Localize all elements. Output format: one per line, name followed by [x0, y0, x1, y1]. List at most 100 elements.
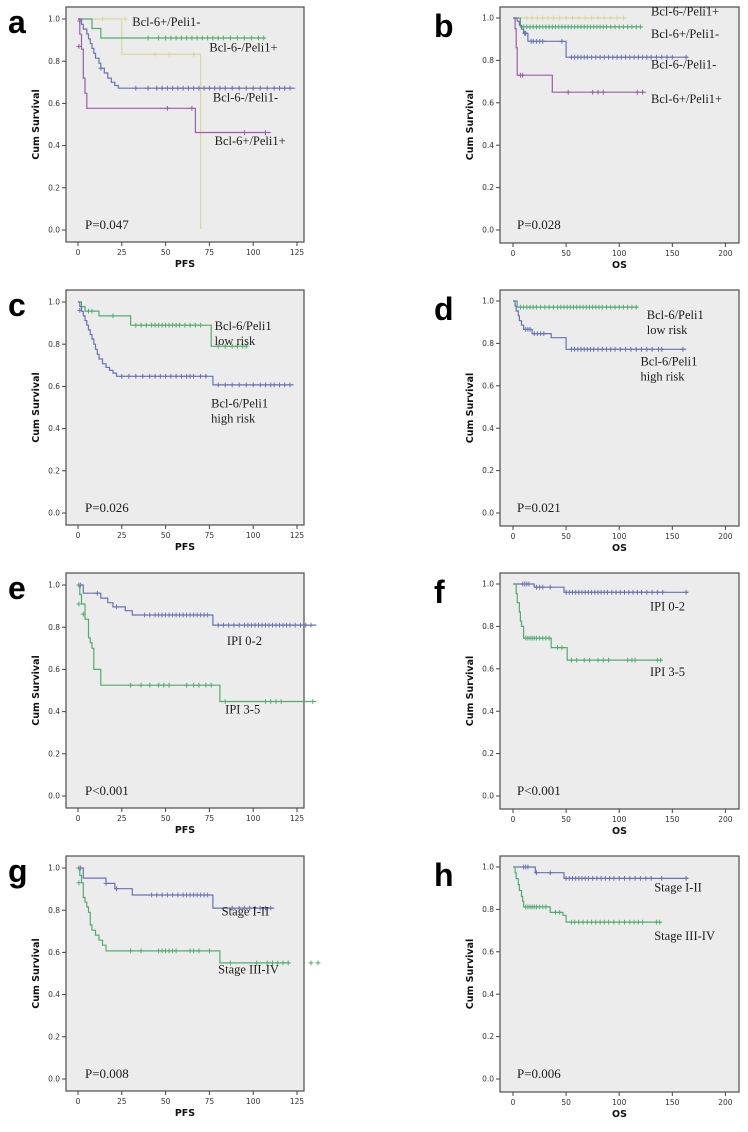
censor-marks-tan [100, 16, 196, 57]
y-tick-label: 0.6 [482, 664, 494, 673]
censor-marks-blue [521, 864, 689, 881]
x-tick-label: 200 [718, 532, 733, 541]
censor-marks-green [86, 308, 249, 349]
x-tick-label: 50 [161, 531, 171, 540]
panel-letter-h: h [434, 857, 454, 893]
survival-curve-purple [513, 17, 646, 93]
x-tick-label: 25 [117, 814, 127, 823]
x-axis-label: PFS [175, 259, 195, 270]
series-label-line: Stage III-IV [654, 929, 715, 943]
km-chart-a: 0 25 50 75 100 125 0.0 0.2 0.4 0.6 0.8 1.0 PFS Cum Su… [31, 6, 305, 270]
survival-curve-green [78, 867, 290, 964]
survival-curve-green [78, 584, 317, 703]
y-tick-label: 0.2 [48, 1032, 60, 1041]
y-tick-label: 0.4 [48, 990, 60, 999]
series-label: Bcl-6+/Peli1+ [651, 92, 722, 106]
y-tick-label: 0.6 [48, 382, 60, 391]
x-tick-label: 50 [561, 532, 571, 541]
y-tick-label: 0.0 [482, 509, 494, 518]
x-tick-label: 100 [612, 249, 627, 258]
survival-curve-green [78, 301, 248, 347]
series-label: IPI 3-5 [650, 665, 685, 679]
km-chart-e: 0 25 50 75 100 125 0.0 0.2 0.4 0.6 0.8 1.0 PFS Cum Su… [31, 572, 317, 836]
y-tick-label: 0.4 [482, 424, 494, 433]
x-tick-label: 100 [612, 532, 627, 541]
y-axis-label: Cum Survival [31, 89, 42, 160]
x-axis-label: OS [612, 826, 627, 837]
y-tick-label: 0.4 [482, 141, 494, 150]
x-tick-label: 100 [612, 1098, 627, 1107]
y-tick-label: 1.0 [482, 297, 494, 306]
y-tick-label: 0.4 [48, 141, 60, 150]
plot-area [499, 855, 740, 1093]
y-axis-label: Cum Survival [465, 373, 476, 444]
series-label-line: Bcl-6/Peli1 [211, 397, 268, 411]
x-tick-label: 50 [161, 1097, 171, 1106]
plot-area [499, 572, 740, 810]
x-tick-label: 200 [718, 249, 733, 258]
series-label: Bcl-6-/Peli1+ [209, 41, 277, 55]
series-label-line: Bcl-6+/Peli1- [132, 15, 200, 29]
series-label-line: Bcl-6-/Peli1- [651, 57, 716, 71]
series-label-line: Bcl-6/Peli1 [640, 355, 697, 369]
censor-marks-blue [77, 308, 293, 388]
x-axis-label: PFS [175, 542, 195, 553]
p-value-label: P<0.001 [85, 783, 129, 798]
p-value-label: P<0.001 [517, 783, 561, 798]
censor-marks-purple [518, 72, 645, 95]
series-label: Stage III-IV [218, 963, 279, 977]
x-tick-label: 0 [511, 1098, 516, 1107]
p-value-label: P=0.028 [517, 217, 561, 232]
series-label: Bcl-6/Peli1 high risk [640, 355, 697, 384]
y-tick-label: 0.6 [482, 98, 494, 107]
series-label: Stage III-IV [654, 929, 715, 943]
y-tick-label: 0.4 [482, 707, 494, 716]
x-tick-label: 75 [205, 248, 215, 257]
x-axis-label: PFS [175, 1108, 195, 1119]
survival-curve-green [513, 866, 662, 923]
series-label: Stage I-II [654, 880, 702, 894]
y-tick-label: 0.8 [482, 339, 494, 348]
y-tick-label: 0.0 [48, 1075, 60, 1084]
survival-curve-tan [78, 18, 202, 229]
series-label: IPI 3-5 [225, 703, 260, 717]
series-label-line: Stage III-IV [218, 963, 279, 977]
x-tick-label: 75 [205, 531, 215, 540]
y-tick-label: 0.6 [48, 948, 60, 957]
series-label: Bcl-6/Peli1 low risk [647, 308, 704, 337]
panel-d: d 0 50 100 150 200 0.0 0.2 0.4 0.6 0.8 1.0 OS Cum Su… [374, 283, 748, 566]
y-axis-label: Cum Survival [465, 656, 476, 727]
km-chart-c: 0 25 50 75 100 125 0.0 0.2 0.4 0.6 0.8 1.0 PFS Cum Su… [31, 289, 305, 553]
y-tick-label: 0.8 [482, 56, 494, 65]
censor-marks-green [76, 880, 321, 966]
km-chart-b: 0 50 100 150 200 0.0 0.2 0.4 0.6 0.8 1.0 OS Cum Surv… [465, 4, 740, 271]
y-tick-label: 0.8 [48, 906, 60, 915]
series-label: Bcl-6/Peli1 high risk [211, 397, 268, 426]
x-tick-label: 125 [290, 814, 305, 823]
x-tick-label: 150 [665, 815, 680, 824]
x-tick-label: 200 [718, 815, 733, 824]
y-tick-label: 0.2 [48, 466, 60, 475]
y-axis-label: Cum Survival [31, 655, 42, 726]
y-tick-label: 0.2 [482, 749, 494, 758]
x-tick-label: 100 [246, 531, 261, 540]
x-tick-label: 125 [290, 531, 305, 540]
series-label: Bcl-6+/Peli1- [132, 15, 200, 29]
censor-marks-green [145, 35, 267, 41]
panel-letter-c: c [8, 287, 26, 323]
y-tick-label: 0.8 [482, 622, 494, 631]
x-tick-label: 50 [561, 815, 571, 824]
panel-c: c 0 25 50 75 100 125 0.0 0.2 0.4 0.6 0.8 1.0 PFS Cum … [0, 283, 374, 566]
series-label: Bcl-6+/Peli1+ [215, 134, 286, 148]
x-tick-label: 75 [205, 814, 215, 823]
survival-curve-blue [78, 18, 296, 89]
y-tick-label: 0.6 [482, 947, 494, 956]
series-label-line: Bcl-6+/Peli1- [651, 27, 719, 41]
y-tick-label: 1.0 [482, 863, 494, 872]
panel-letter-b: b [434, 8, 454, 44]
x-tick-label: 0 [76, 248, 81, 257]
series-label-line: IPI 3-5 [650, 665, 685, 679]
censor-marks-purple [76, 44, 268, 135]
series-label-line: IPI 3-5 [225, 703, 260, 717]
series-label: IPI 0-2 [227, 634, 262, 648]
